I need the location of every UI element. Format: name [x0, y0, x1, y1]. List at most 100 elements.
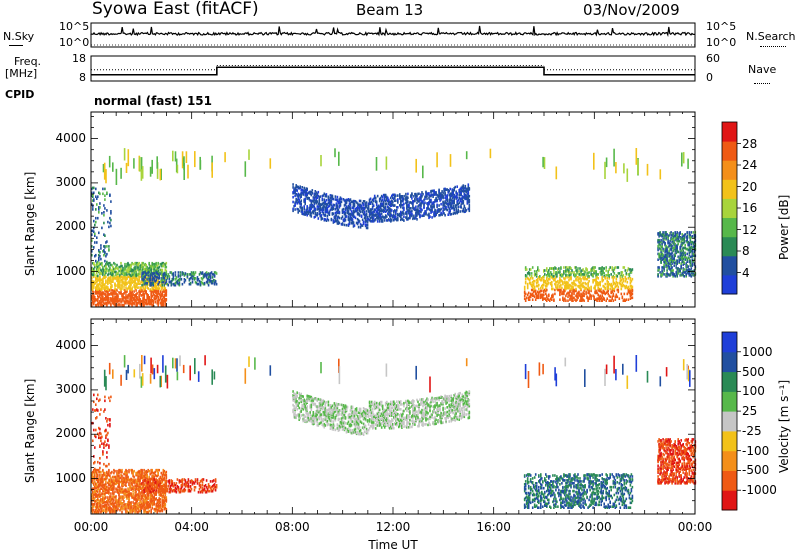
streak-cell: [320, 155, 322, 167]
range-cell: [619, 279, 622, 283]
range-cell: [363, 210, 366, 214]
range-cell: [310, 199, 313, 203]
range-cell: [390, 214, 392, 217]
range-cell: [153, 275, 155, 278]
range-cell: [617, 272, 620, 275]
range-cell: [326, 217, 329, 221]
range-cell: [98, 278, 100, 282]
range-cell: [432, 205, 434, 208]
range-cell: [327, 205, 330, 208]
range-cell: [106, 260, 108, 264]
streak-cell: [120, 167, 122, 179]
range-cell: [365, 213, 368, 216]
range-cell: [450, 202, 452, 205]
range-cell: [421, 214, 423, 218]
range-cell: [93, 487, 95, 490]
range-cell: [146, 281, 148, 285]
range-cell: [425, 195, 427, 199]
range-cell: [305, 211, 307, 215]
range-cell: [686, 271, 688, 274]
range-cell: [682, 257, 684, 261]
range-cell: [118, 489, 120, 492]
range-cell: [615, 277, 618, 281]
range-cell: [125, 495, 127, 498]
range-cell: [619, 275, 622, 278]
range-cell: [154, 275, 156, 278]
range-cell: [411, 212, 413, 216]
range-cell: [611, 297, 613, 300]
range-cell: [375, 206, 378, 210]
streak-cell: [211, 162, 213, 178]
range-cell: [670, 237, 672, 240]
range-cell: [418, 212, 420, 215]
beam-label: Beam 13: [356, 1, 424, 19]
range-cell: [555, 273, 557, 276]
range-cell: [309, 209, 311, 212]
range-cell: [318, 207, 321, 211]
range-cell: [669, 239, 671, 243]
range-cell: [682, 270, 684, 273]
range-cell: [114, 293, 116, 296]
range-cell: [106, 507, 108, 511]
range-cell: [343, 223, 346, 227]
range-cell: [680, 274, 682, 277]
range-cell: [141, 261, 143, 265]
range-cell: [662, 272, 664, 275]
range-cell: [318, 209, 321, 213]
range-cell: [618, 297, 621, 300]
range-cell: [116, 298, 118, 302]
range-cell: [622, 299, 625, 302]
range-cell: [607, 280, 609, 284]
range-cell: [103, 301, 105, 305]
range-cell: [319, 207, 322, 210]
range-cell: [531, 277, 534, 280]
range-cell: [143, 303, 145, 307]
range-cell: [658, 266, 660, 269]
range-cell: [350, 213, 353, 216]
range-cell: [386, 202, 388, 206]
range-cell: [338, 210, 341, 214]
range-cell: [605, 299, 607, 302]
range-cell: [135, 299, 137, 303]
range-cell: [423, 214, 425, 217]
range-cell: [673, 255, 675, 259]
range-cell: [401, 217, 403, 221]
range-cell: [99, 282, 101, 285]
range-cell: [110, 212, 112, 215]
range-cell: [332, 203, 335, 207]
range-cell: [106, 245, 108, 248]
range-cell: [109, 501, 111, 504]
range-cell: [161, 291, 164, 294]
range-cell: [377, 214, 380, 217]
range-cell: [439, 196, 441, 199]
range-cell: [94, 241, 96, 244]
range-cell: [128, 272, 130, 276]
range-cell: [113, 492, 115, 495]
range-cell: [668, 241, 670, 245]
range-cell: [581, 282, 583, 286]
range-cell: [428, 214, 430, 218]
range-cell: [559, 270, 561, 273]
range-cell: [100, 268, 102, 272]
range-cell: [377, 208, 380, 211]
range-cell: [403, 202, 405, 206]
range-cell: [568, 275, 570, 278]
range-cell: [120, 275, 122, 279]
range-cell: [124, 275, 126, 279]
range-cell: [344, 199, 347, 202]
range-cell: [355, 207, 358, 210]
range-cell: [144, 301, 146, 305]
range-cell: [451, 194, 453, 197]
range-cell: [350, 217, 353, 220]
streak-cell: [681, 152, 683, 167]
range-cell: [555, 276, 557, 279]
range-cell: [614, 298, 617, 301]
range-cell: [112, 298, 114, 302]
range-cell: [329, 194, 332, 197]
range-cell: [586, 287, 588, 291]
range-cell: [158, 287, 160, 290]
range-cell: [97, 274, 99, 278]
range-cell: [162, 264, 165, 268]
range-cell: [129, 291, 131, 294]
range-cell: [693, 246, 696, 250]
